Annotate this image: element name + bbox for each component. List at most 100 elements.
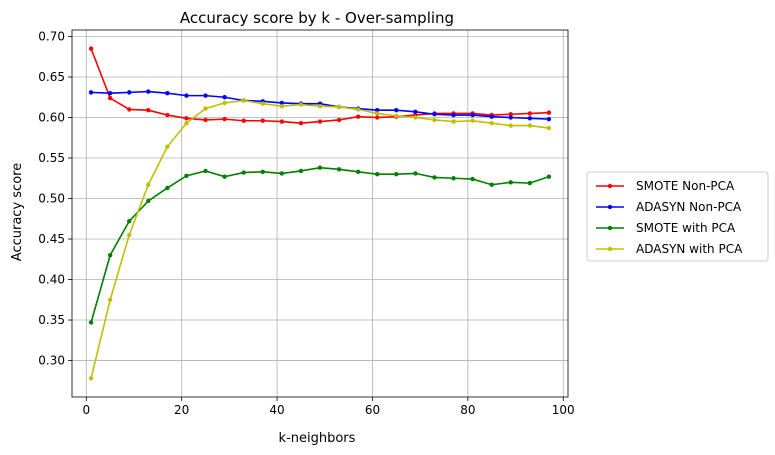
data-point-adasyn-non-pca [413,109,418,115]
data-point-adasyn-with-pca [413,115,418,120]
data-point-adasyn-non-pca [279,100,285,106]
data-point-adasyn-non-pca [451,112,456,118]
data-point-adasyn-with-pca [508,123,513,128]
grid [72,30,568,397]
data-point-adasyn-with-pca [88,376,94,381]
data-point-adasyn-non-pca [394,108,399,113]
data-point-smote-non-pca [298,120,304,126]
y-tick-label: 0.30 [38,354,65,368]
data-point-adasyn-non-pca [432,112,437,117]
data-point-adasyn-with-pca [394,113,399,119]
data-point-smote-non-pca [127,107,132,112]
data-point-smote-non-pca [222,116,227,122]
data-point-smote-with-pca [432,175,437,180]
data-point-adasyn-with-pca [127,232,132,238]
data-point-adasyn-with-pca [451,119,456,124]
y-tick-label: 0.50 [38,192,65,206]
data-point-smote-non-pca [508,112,513,117]
data-point-adasyn-with-pca [203,106,208,111]
legend-marker-adasyn-non-pca [607,204,613,210]
data-point-smote-with-pca [279,171,285,176]
data-point-smote-non-pca [546,110,552,115]
data-point-smote-non-pca [203,117,208,123]
series-line-adasyn-with-pca [90,99,550,379]
y-axis-ticks: 0.30 0.35 0.40 0.45 0.50 0.55 0.60 0.65 0.70 [38,29,72,368]
data-point-adasyn-with-pca [432,117,437,123]
data-point-smote-non-pca [184,116,189,121]
data-point-adasyn-with-pca [355,107,361,112]
data-point-smote-non-pca [241,118,246,123]
data-point-adasyn-non-pca [184,93,189,98]
data-point-adasyn-with-pca [375,111,380,116]
data-point-adasyn-non-pca [127,90,132,95]
data-point-smote-with-pca [546,174,552,179]
x-tick-label: 20 [174,403,189,417]
data-point-adasyn-non-pca [546,116,552,122]
data-point-smote-with-pca [88,320,94,325]
data-point-adasyn-with-pca [527,123,533,128]
data-point-smote-with-pca [127,218,132,224]
y-tick-label: 0.55 [38,151,65,165]
data-point-smote-with-pca [222,174,227,179]
series-line-smote-with-pca [90,166,550,323]
data-point-adasyn-with-pca [260,101,265,106]
data-point-adasyn-non-pca [527,116,533,121]
x-tick-label: 60 [365,403,380,417]
series-points [88,46,552,381]
data-point-adasyn-non-pca [146,89,151,94]
data-point-smote-with-pca [241,170,246,175]
data-point-smote-with-pca [184,173,189,179]
data-point-smote-with-pca [336,167,342,172]
data-point-smote-with-pca [317,165,323,170]
data-point-smote-non-pca [165,112,170,118]
data-point-adasyn-with-pca [546,125,552,131]
data-point-smote-with-pca [489,182,494,187]
data-point-smote-non-pca [260,118,265,123]
data-point-smote-with-pca [165,185,170,191]
data-point-adasyn-non-pca [470,112,475,118]
x-tick-label: 100 [552,403,575,417]
x-axis-label: k-neighbors [279,431,356,446]
data-point-adasyn-non-pca [222,95,227,100]
data-point-adasyn-non-pca [508,115,513,120]
data-point-smote-with-pca [375,172,380,177]
data-point-smote-with-pca [298,168,304,174]
data-point-adasyn-with-pca [298,102,304,107]
x-tick-label: 40 [269,403,284,417]
data-point-adasyn-non-pca [375,108,380,113]
data-point-adasyn-with-pca [470,118,475,123]
data-point-smote-with-pca [355,169,361,174]
data-point-smote-non-pca [336,117,342,123]
data-point-adasyn-non-pca [203,93,208,98]
data-point-adasyn-with-pca [184,120,189,126]
plot-frame [71,29,569,398]
data-point-smote-non-pca [375,115,380,120]
legend-frame [586,171,769,262]
y-tick-label: 0.40 [38,273,65,287]
data-point-smote-with-pca [203,168,208,174]
data-point-smote-non-pca [146,108,151,113]
y-axis-label: Accuracy score [10,163,25,261]
data-point-smote-non-pca [279,119,285,124]
legend-label-smote-with-pca: SMOTE with PCA [636,221,736,235]
data-point-smote-non-pca [355,114,361,119]
legend-label-adasyn-non-pca: ADASYN Non-PCA [636,200,742,214]
data-point-smote-with-pca [470,176,475,182]
y-tick-label: 0.60 [38,110,65,124]
data-point-smote-with-pca [413,171,418,176]
x-tick-label: 0 [82,403,90,417]
data-point-smote-non-pca [107,95,113,101]
data-point-adasyn-non-pca [489,114,494,119]
data-point-adasyn-with-pca [317,103,323,109]
series-lines [90,48,550,379]
data-point-adasyn-with-pca [241,98,246,103]
data-point-smote-with-pca [451,176,456,181]
data-point-smote-non-pca [317,119,323,124]
data-point-adasyn-with-pca [165,144,170,149]
data-point-smote-non-pca [88,46,94,51]
y-tick-label: 0.70 [38,29,65,43]
y-tick-label: 0.45 [38,232,65,246]
data-point-smote-with-pca [107,253,113,258]
chart-title: Accuracy score by k - Over-sampling [180,9,454,27]
